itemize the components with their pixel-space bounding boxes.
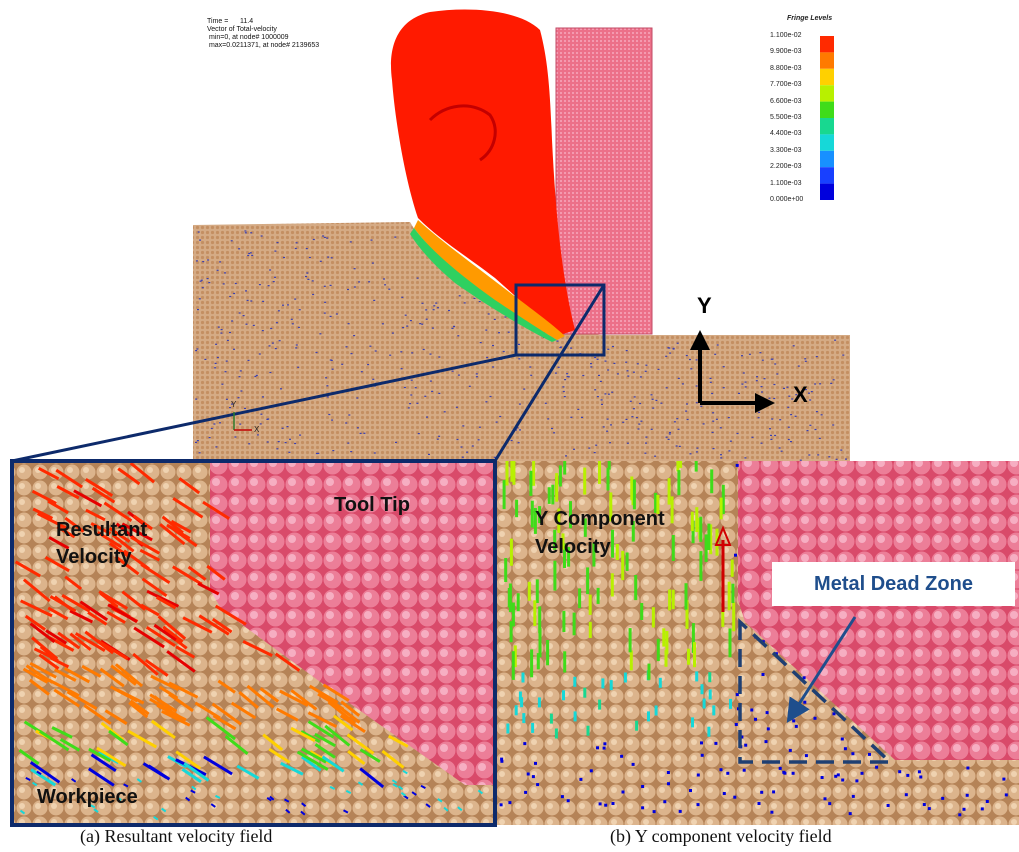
tool-tip-region-b <box>738 461 1019 760</box>
time-label: Time = <box>207 18 229 25</box>
y-component-velocity-label: Y Component Velocity <box>535 508 665 558</box>
y-axis-label: Y <box>697 293 712 318</box>
fringe-legend-colorbar <box>820 36 834 200</box>
legend-swatch <box>820 85 834 102</box>
mini-y-label: Y <box>231 400 237 409</box>
overview-plot <box>11 9 850 463</box>
tool-tip-label: Tool Tip <box>334 494 410 516</box>
xy-axis-arrows <box>690 330 775 413</box>
legend-swatch <box>820 150 834 168</box>
chip-overview <box>390 9 575 336</box>
panel-a-frame <box>10 459 497 827</box>
legend-level-label: 5.500e-03 <box>770 114 802 121</box>
x-axis-label: X <box>793 382 808 407</box>
chip-curl <box>428 104 497 162</box>
legend-swatch <box>820 183 834 200</box>
zoom-line-left <box>11 353 517 463</box>
legend-swatch <box>820 101 834 118</box>
zoom-line-right <box>493 284 606 462</box>
chip-shear-band <box>414 220 565 340</box>
legend-level-label: 4.400e-03 <box>770 130 802 138</box>
resultant-velocity-vectors <box>14 461 483 821</box>
legend-level-label: 1.100e-02 <box>770 32 802 39</box>
vector-title: Vector of Total-velocity <box>207 26 277 33</box>
simulation-header: Time = 11.4 Vector of Total-velocity min… <box>207 18 319 50</box>
panel-b-ycomponent <box>497 461 1019 825</box>
workpiece-label: Workpiece <box>37 786 138 808</box>
legend-title: Fringe Levels <box>787 15 833 22</box>
legend-swatch <box>820 134 834 151</box>
legend-level-label: 2.200e-03 <box>770 163 802 171</box>
legend-level-label: 8.800e-03 <box>770 64 802 72</box>
min-readout: min=0, at node# 1000009 <box>208 34 289 41</box>
y-component-velocity-vectors <box>499 461 1008 817</box>
legend-level-label: 1.100e-03 <box>770 179 802 187</box>
legend-swatch <box>820 52 834 69</box>
dead-zone-triangle <box>738 617 895 764</box>
mini-axis-triad <box>233 412 252 431</box>
time-value: 11.4 <box>240 18 254 25</box>
tool-overview <box>555 27 653 335</box>
caption-b: (b) Y component velocity field <box>610 826 832 846</box>
legend-level-label: 6.600e-03 <box>770 97 802 105</box>
max-readout: max=0.0211371, at node# 2139653 <box>208 42 320 49</box>
metal-dead-zone-label: Metal Dead Zone <box>772 562 1015 606</box>
legend-level-label: 0.000e+00 <box>770 196 804 203</box>
panel-a-resultant <box>12 461 495 825</box>
legend-level-label: 7.700e-03 <box>770 81 802 89</box>
legend-swatch <box>820 68 834 86</box>
workpiece-overview <box>193 222 850 462</box>
caption-a: (a) Resultant velocity field <box>80 826 273 846</box>
legend-swatch <box>820 36 834 53</box>
resultant-velocity-label: Resultant Velocity <box>56 519 148 568</box>
tool-tip-region-a <box>210 461 495 785</box>
legend-level-label: 9.900e-03 <box>770 48 802 56</box>
legend-swatch <box>820 167 834 184</box>
mini-x-label: X <box>254 425 260 434</box>
legend-swatch <box>820 118 834 135</box>
dead-zone-pointer-arrow <box>786 616 857 724</box>
legend-level-label: 3.300e-03 <box>770 146 802 154</box>
